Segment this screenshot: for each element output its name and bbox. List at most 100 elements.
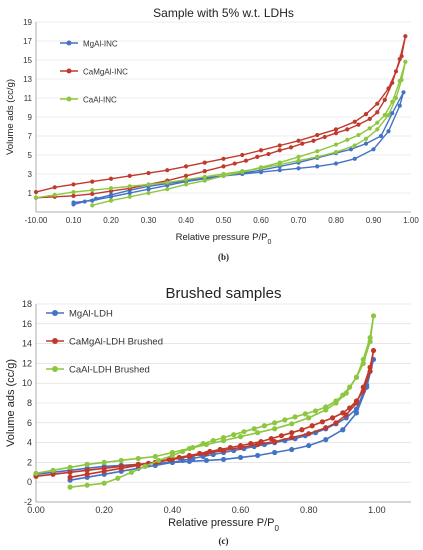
data-point (333, 127, 339, 132)
y-tick-label: 6 (27, 418, 32, 428)
data-point (340, 392, 346, 398)
data-point (393, 69, 399, 74)
data-point (152, 453, 158, 460)
data-point (322, 134, 327, 140)
data-point (315, 149, 320, 154)
data-point (146, 190, 151, 196)
data-point (90, 191, 95, 197)
x-tick-label: 0.40 (164, 505, 182, 515)
data-point (367, 116, 372, 121)
data-point (311, 138, 316, 143)
data-point (347, 405, 353, 411)
data-point (401, 90, 406, 95)
data-point (67, 469, 73, 475)
data-point (356, 132, 361, 138)
data-point (258, 439, 264, 445)
data-point (71, 182, 76, 187)
data-point (146, 182, 151, 187)
data-point (353, 410, 360, 416)
data-point (299, 427, 305, 433)
legend-swatch-marker (66, 96, 72, 102)
data-point (375, 101, 380, 106)
data-point (367, 339, 373, 345)
legend-swatch-marker (52, 310, 58, 316)
data-point (210, 438, 216, 444)
data-point (156, 457, 162, 464)
legend-label: CaMgAl-INC (83, 68, 128, 77)
data-point (272, 449, 278, 456)
data-point (363, 141, 369, 146)
x-tick-label: 0.30 (141, 216, 157, 225)
y-tick-label: 4 (27, 438, 32, 448)
data-point (243, 158, 249, 163)
data-point (183, 173, 189, 178)
chart-title: Sample with 5% w.t. LDHs (153, 6, 294, 20)
data-point (277, 160, 282, 165)
data-point (393, 95, 399, 101)
data-point (220, 456, 227, 463)
y-axis-label: Volume ads (cc/g) (5, 79, 16, 155)
data-point (289, 421, 295, 427)
data-point (277, 148, 282, 153)
data-point (142, 463, 148, 469)
data-point (90, 179, 95, 184)
data-point (165, 180, 170, 185)
data-point (183, 177, 189, 182)
data-point (292, 414, 298, 420)
data-point (254, 430, 261, 436)
data-point (200, 453, 206, 460)
data-point (315, 154, 320, 159)
legend-label: CaAl-LDH Brushed (69, 365, 150, 376)
x-axis-label: Relative pressure P/P0 (176, 232, 272, 246)
data-point (378, 133, 384, 139)
data-point (319, 419, 325, 425)
data-point (306, 415, 312, 421)
data-point (52, 192, 57, 197)
data-point (197, 450, 203, 457)
data-point (84, 471, 90, 477)
data-point (296, 158, 301, 163)
data-point (227, 444, 233, 451)
data-point (360, 356, 366, 363)
data-point (220, 435, 227, 441)
y-tick-label: 12 (22, 358, 32, 368)
y-tick-label: 19 (23, 18, 32, 27)
data-point (345, 127, 350, 132)
data-point (254, 452, 261, 459)
data-point (340, 410, 346, 416)
data-point (183, 164, 189, 169)
data-point (254, 441, 261, 448)
data-point (207, 448, 213, 455)
data-point (300, 141, 305, 146)
data-point (329, 415, 336, 421)
data-point (367, 368, 373, 374)
x-tick-label: 0.20 (103, 216, 119, 225)
data-point (272, 420, 278, 426)
data-point (183, 182, 189, 187)
y-tick-label: 9 (28, 113, 33, 122)
legend-swatch-marker (66, 68, 72, 74)
data-point (251, 426, 257, 432)
y-tick-label: 15 (23, 56, 32, 65)
x-tick-label: 0.80 (300, 505, 318, 515)
data-point (261, 423, 268, 429)
data-point (266, 151, 271, 157)
data-point (166, 456, 172, 463)
x-tick-label: 1.00 (403, 216, 419, 225)
data-point (278, 433, 285, 439)
data-point (202, 174, 207, 179)
data-point (202, 160, 207, 165)
data-point (237, 454, 244, 461)
data-point (333, 161, 339, 166)
data-point (367, 335, 373, 341)
series-line-0 (73, 91, 405, 206)
data-point (90, 188, 95, 193)
data-point (127, 190, 132, 196)
data-point (248, 440, 254, 447)
data-point (312, 408, 319, 414)
y-tick-label: 5 (28, 151, 33, 160)
legend-swatch-marker (66, 40, 72, 46)
data-point (84, 482, 90, 488)
data-point (323, 437, 329, 443)
data-point (386, 86, 391, 91)
